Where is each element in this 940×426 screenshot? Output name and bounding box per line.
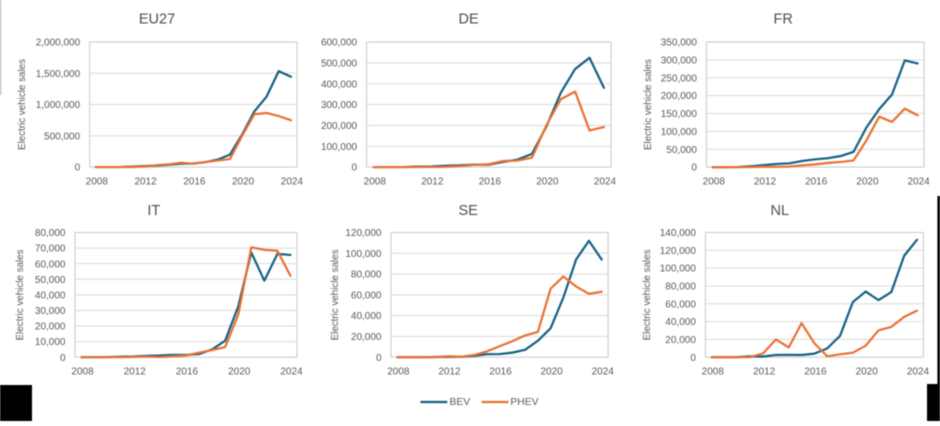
svg-text:200,000: 200,000 (321, 121, 358, 132)
svg-text:120,000: 120,000 (345, 228, 382, 239)
svg-text:2020: 2020 (228, 367, 251, 378)
svg-text:300,000: 300,000 (321, 100, 358, 111)
svg-text:2008: 2008 (702, 367, 725, 378)
svg-text:80,000: 80,000 (35, 228, 66, 239)
svg-text:400,000: 400,000 (321, 79, 358, 90)
svg-text:2012: 2012 (124, 367, 147, 378)
svg-text:350,000: 350,000 (661, 38, 698, 49)
svg-text:2020: 2020 (536, 177, 559, 188)
svg-text:DE: DE (459, 11, 479, 27)
svg-text:300,000: 300,000 (661, 55, 698, 66)
svg-text:10,000: 10,000 (35, 337, 66, 348)
svg-text:Electric vehicle sales: Electric vehicle sales (17, 59, 28, 150)
svg-text:40,000: 40,000 (351, 311, 382, 322)
svg-text:2020: 2020 (232, 177, 255, 188)
svg-text:100,000: 100,000 (345, 249, 382, 260)
svg-text:2012: 2012 (421, 177, 444, 188)
svg-text:150,000: 150,000 (661, 109, 698, 120)
svg-text:2016: 2016 (805, 177, 828, 188)
svg-text:2012: 2012 (753, 367, 776, 378)
svg-text:2024: 2024 (280, 367, 303, 378)
svg-text:2016: 2016 (176, 367, 199, 378)
svg-text:2008: 2008 (364, 177, 387, 188)
svg-text:1,000,000: 1,000,000 (36, 100, 81, 111)
svg-text:40,000: 40,000 (665, 317, 696, 328)
svg-text:40,000: 40,000 (35, 290, 66, 301)
svg-text:2024: 2024 (907, 367, 930, 378)
svg-text:120,000: 120,000 (660, 246, 697, 257)
svg-text:0: 0 (691, 163, 697, 174)
svg-text:PHEV: PHEV (510, 397, 538, 408)
svg-text:0: 0 (690, 353, 696, 364)
svg-text:IT: IT (147, 203, 160, 219)
svg-text:70,000: 70,000 (35, 244, 66, 255)
svg-text:EU27: EU27 (139, 11, 175, 27)
svg-text:2008: 2008 (71, 367, 94, 378)
svg-text:200,000: 200,000 (661, 91, 698, 102)
svg-text:60,000: 60,000 (35, 259, 66, 270)
svg-text:50,000: 50,000 (35, 275, 66, 286)
svg-text:2016: 2016 (804, 367, 827, 378)
svg-text:2008: 2008 (387, 367, 410, 378)
svg-text:Electric vehicle sales: Electric vehicle sales (330, 249, 341, 340)
svg-text:60,000: 60,000 (351, 290, 382, 301)
svg-text:Electric vehicle sales: Electric vehicle sales (643, 59, 654, 150)
svg-text:500,000: 500,000 (44, 131, 81, 142)
svg-text:0: 0 (352, 163, 358, 174)
svg-text:60,000: 60,000 (665, 299, 696, 310)
svg-text:FR: FR (774, 11, 793, 27)
svg-text:Electric vehicle sales: Electric vehicle sales (15, 249, 26, 340)
svg-text:Electric vehicle sales: Electric vehicle sales (642, 249, 653, 340)
svg-text:2020: 2020 (856, 177, 879, 188)
svg-text:2016: 2016 (489, 367, 512, 378)
svg-text:2008: 2008 (703, 177, 726, 188)
svg-text:50,000: 50,000 (666, 145, 697, 156)
svg-text:SE: SE (459, 203, 479, 219)
svg-text:0: 0 (376, 353, 382, 364)
svg-text:1,500,000: 1,500,000 (36, 69, 81, 80)
svg-text:100,000: 100,000 (660, 264, 697, 275)
svg-text:140,000: 140,000 (660, 228, 697, 239)
svg-text:BEV: BEV (450, 397, 471, 408)
svg-text:2020: 2020 (541, 367, 564, 378)
svg-text:2024: 2024 (907, 177, 930, 188)
svg-text:2024: 2024 (594, 177, 617, 188)
svg-text:2016: 2016 (479, 177, 502, 188)
svg-text:2008: 2008 (86, 177, 109, 188)
svg-text:80,000: 80,000 (665, 282, 696, 293)
svg-text:20,000: 20,000 (351, 332, 382, 343)
svg-text:30,000: 30,000 (35, 306, 66, 317)
svg-text:0: 0 (75, 163, 81, 174)
svg-text:2,000,000: 2,000,000 (36, 38, 81, 49)
svg-text:500,000: 500,000 (321, 58, 358, 69)
svg-text:600,000: 600,000 (321, 38, 358, 49)
svg-text:0: 0 (60, 353, 66, 364)
svg-text:80,000: 80,000 (351, 270, 382, 281)
svg-text:100,000: 100,000 (321, 142, 358, 153)
svg-text:20,000: 20,000 (665, 335, 696, 346)
svg-text:20,000: 20,000 (35, 322, 66, 333)
svg-text:2016: 2016 (183, 177, 206, 188)
svg-text:2024: 2024 (592, 367, 615, 378)
svg-text:2020: 2020 (856, 367, 879, 378)
svg-text:2012: 2012 (754, 177, 777, 188)
svg-text:NL: NL (771, 203, 790, 219)
svg-text:2012: 2012 (438, 367, 461, 378)
svg-text:2024: 2024 (281, 177, 304, 188)
svg-text:250,000: 250,000 (661, 73, 698, 84)
svg-text:2012: 2012 (134, 177, 157, 188)
svg-text:100,000: 100,000 (661, 127, 698, 138)
